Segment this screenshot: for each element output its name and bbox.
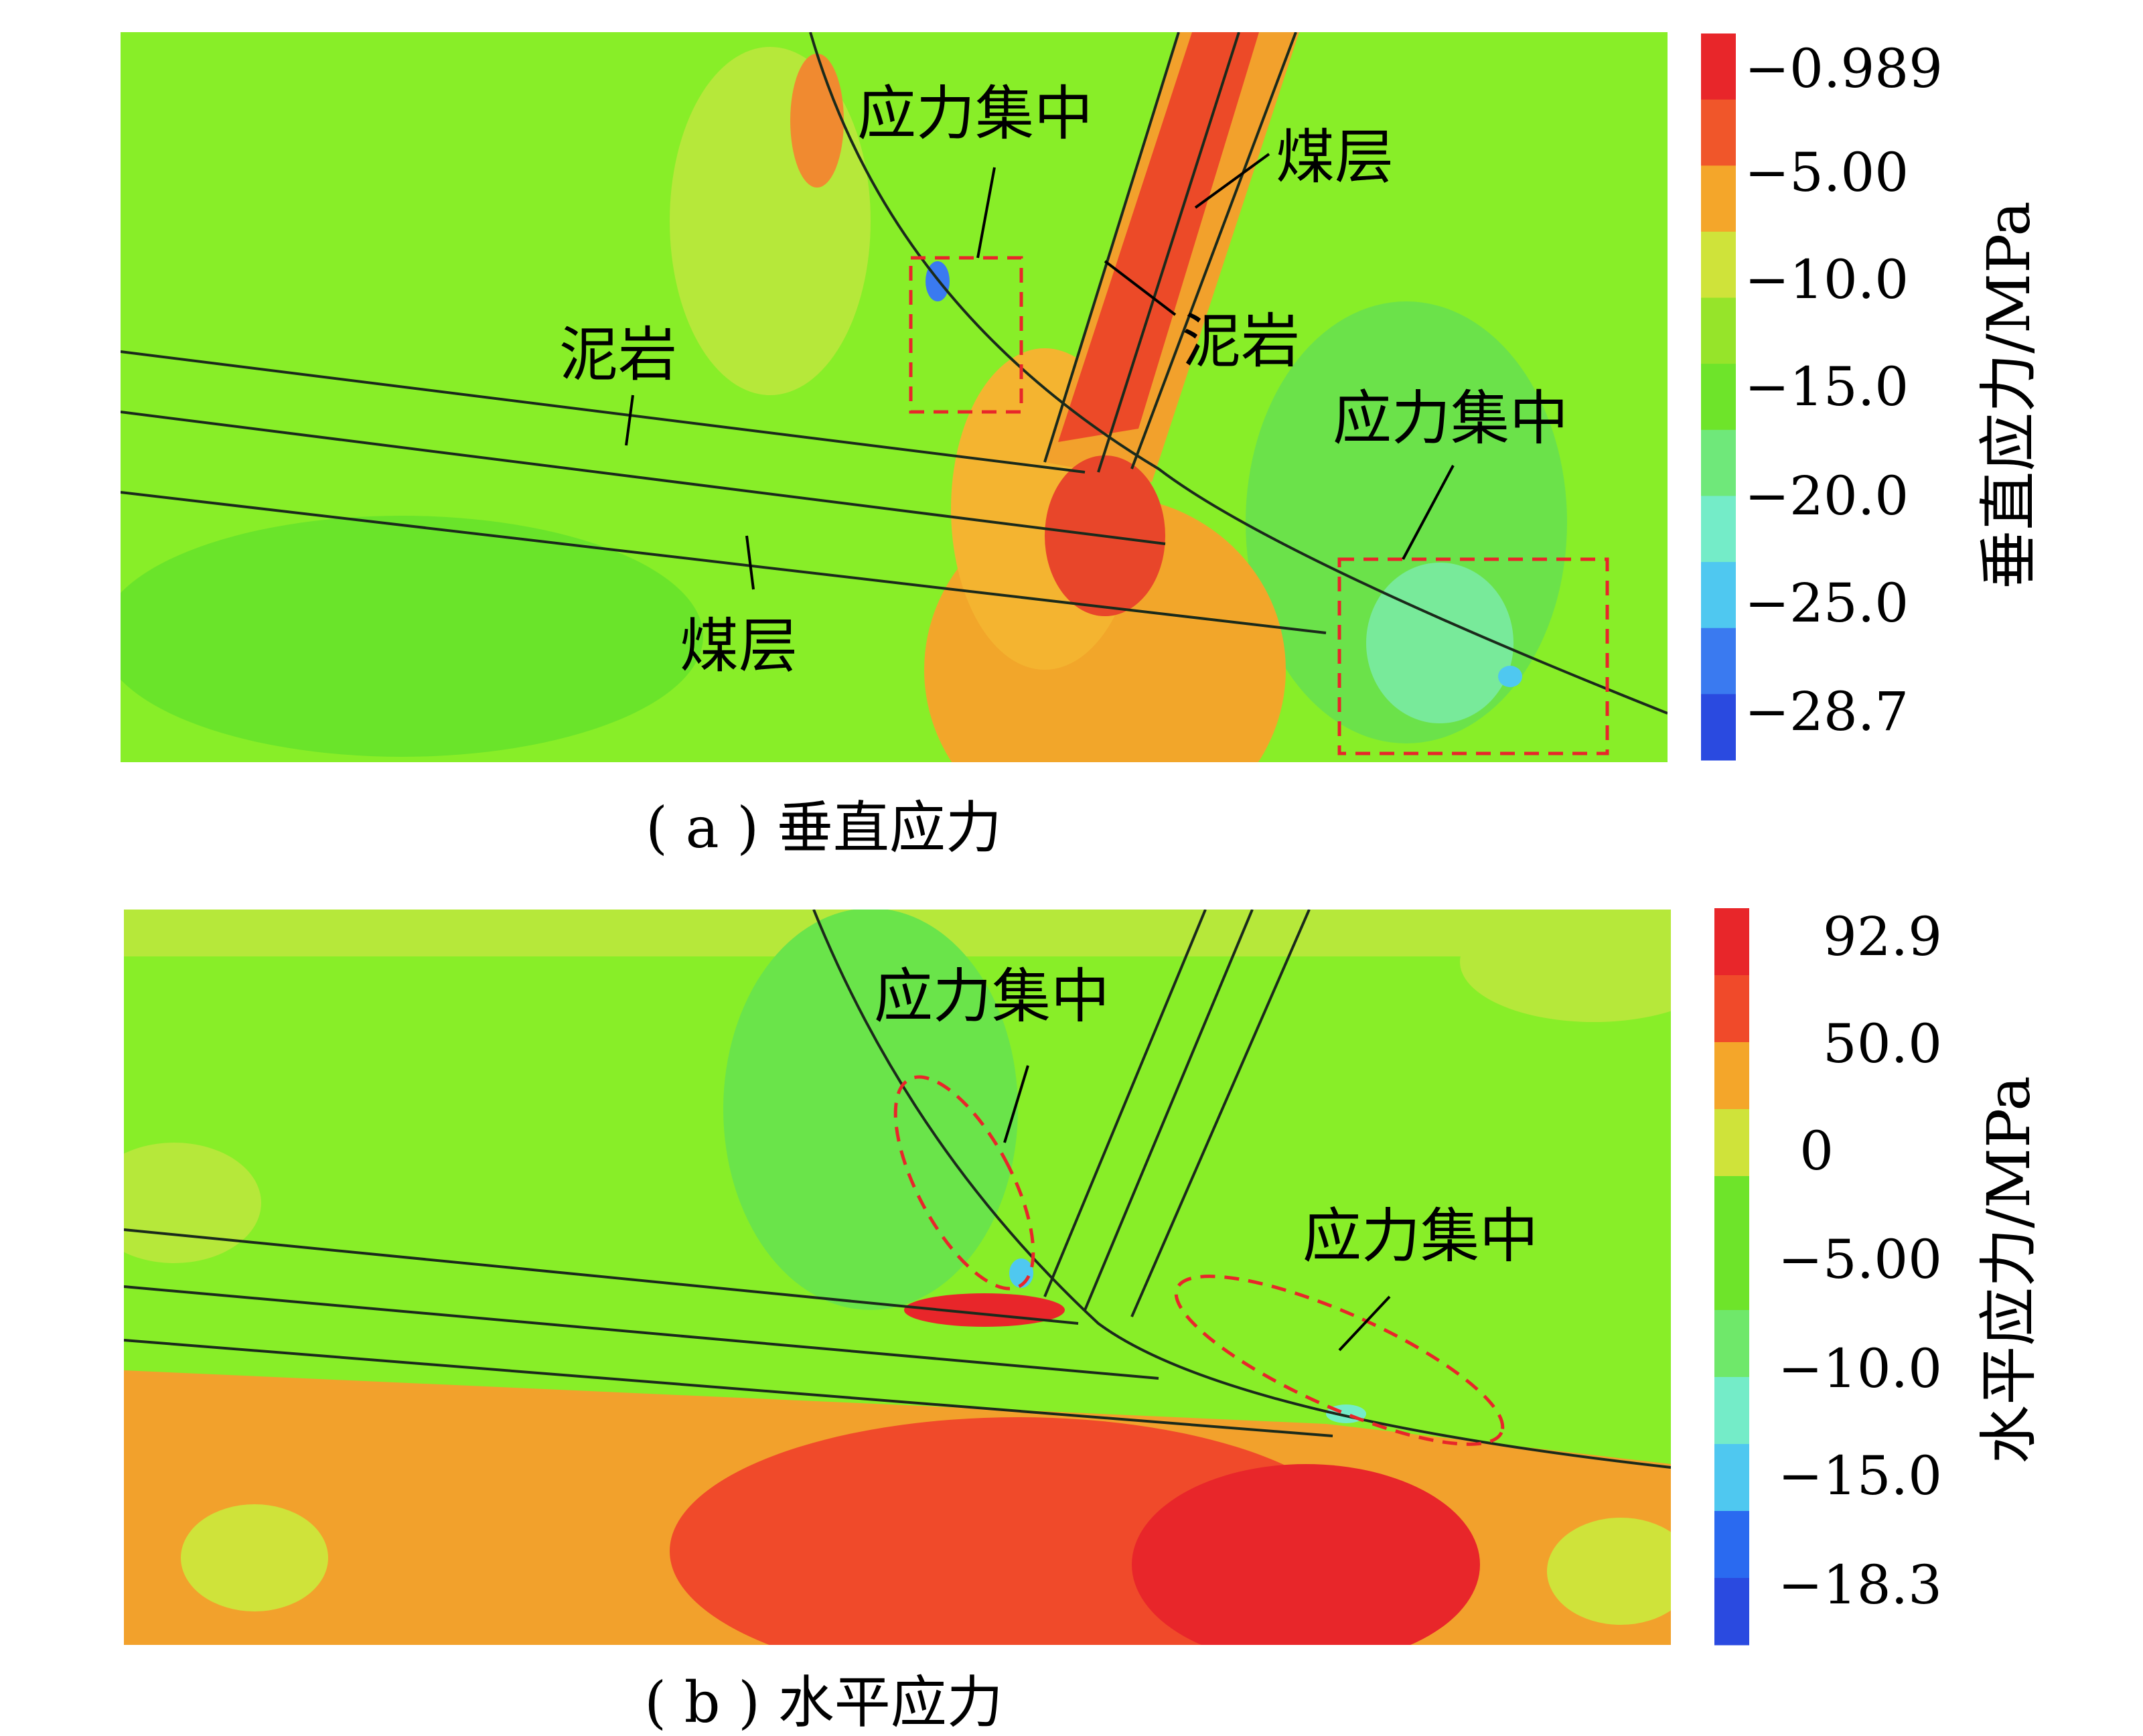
- tick-a-1: −5.00: [1745, 141, 1909, 204]
- label-stress-right: 应力集中: [1333, 384, 1568, 453]
- colorbar-b-stripes: [1714, 908, 1749, 1646]
- colorbar-b-stripe-9: [1714, 1511, 1749, 1579]
- tick-b-1: 50.0: [1823, 1013, 1942, 1075]
- colorbar-a-stripe-7: [1701, 496, 1736, 563]
- colorbar-b-stripe-10: [1714, 1578, 1749, 1646]
- colorbar-a-stripe-9: [1701, 628, 1736, 695]
- tick-a-3: −15.0: [1745, 356, 1909, 418]
- colorbar-a-stripe-8: [1701, 562, 1736, 629]
- colorbar-a-stripe-3: [1701, 231, 1736, 299]
- stress-box-right: [1337, 557, 1609, 755]
- panel-horizontal-stress: 应力集中 应力集中 92.9 50.0 0 −5.00 −10.0 −15.0 …: [0, 868, 2143, 1736]
- colorbar-a-stripe-4: [1701, 297, 1736, 364]
- contour-field-b: [124, 910, 1671, 1645]
- tick-b-0: 92.9: [1823, 906, 1942, 968]
- colorbar-b-stripe-3: [1714, 1109, 1749, 1177]
- colorbar-a-stripe-2: [1701, 165, 1736, 232]
- colorbar-a-stripe-10: [1701, 694, 1736, 761]
- tick-a-5: −25.0: [1745, 572, 1909, 634]
- contour-field-a: [121, 32, 1668, 762]
- tick-a-4: −20.0: [1745, 465, 1909, 527]
- stress-box-top: [909, 256, 1023, 414]
- tick-b-3: −5.00: [1778, 1228, 1942, 1291]
- colorbar-b-stripe-6: [1714, 1310, 1749, 1378]
- tick-a-0: −0.989: [1745, 38, 1943, 100]
- colorbar-b-stripe-4: [1714, 1176, 1749, 1244]
- colorbar-a-stripe-5: [1701, 364, 1736, 431]
- colorbar-a-stripe-1: [1701, 99, 1736, 166]
- label-mudstone-upper: 泥岩: [1182, 307, 1300, 376]
- colorbar-b-title: 水平应力/MPa: [1974, 1076, 2043, 1463]
- colorbar-b-stripe-2: [1714, 1042, 1749, 1110]
- colorbar-b-stripe-0: [1714, 908, 1749, 976]
- colorbar-b-stripe-1: [1714, 975, 1749, 1043]
- stress-ellipse-top: [893, 1075, 1035, 1291]
- panel-vertical-stress: 应力集中 煤层 泥岩 泥岩 煤层 应力集中 −0.989 −5.00 −10.0…: [121, 32, 2043, 861]
- label-b-stress-right: 应力集中: [1303, 1202, 1538, 1271]
- colorbar-b-stripe-8: [1714, 1444, 1749, 1512]
- label-coal-lower: 煤层: [680, 611, 798, 680]
- colorbar-a: −0.989 −5.00 −10.0 −15.0 −20.0 −25.0 −28…: [1701, 33, 2043, 761]
- colorbar-b-stripe-7: [1714, 1377, 1749, 1445]
- colorbar-a-stripe-6: [1701, 429, 1736, 496]
- colorbar-a-title: 垂直应力/MPa: [1974, 201, 2043, 589]
- tick-b-6: −18.3: [1778, 1554, 1942, 1616]
- tick-b-4: −10.0: [1778, 1337, 1942, 1400]
- caption-b: ( b ) 水平应力: [644, 1670, 1003, 1735]
- tick-b-2: 0: [1799, 1120, 1834, 1182]
- caption-a: ( a ) 垂直应力: [646, 795, 1002, 861]
- colorbar-b: 92.9 50.0 0 −5.00 −10.0 −15.0 −18.3 水平应力…: [1714, 906, 2043, 1646]
- tick-a-6: −28.7: [1745, 680, 1909, 743]
- colorbar-b-stripe-5: [1714, 1243, 1749, 1311]
- colorbar-a-stripes: [1701, 33, 1736, 761]
- tick-a-2: −10.0: [1745, 248, 1909, 311]
- colorbar-b-ticks: 92.9 50.0 0 −5.00 −10.0 −15.0 −18.3: [1778, 906, 1942, 1616]
- label-coal-upper: 煤层: [1276, 123, 1394, 192]
- colorbar-a-ticks: −0.989 −5.00 −10.0 −15.0 −20.0 −25.0 −28…: [1745, 38, 1943, 743]
- tick-b-5: −15.0: [1778, 1445, 1942, 1507]
- label-b-stress-top: 应力集中: [874, 962, 1110, 1031]
- colorbar-a-stripe-0: [1701, 33, 1736, 100]
- label-mudstone-left: 泥岩: [559, 320, 677, 389]
- horizontal-stress-contour: 应力集中 应力集中 92.9 50.0 0 −5.00 −10.0 −15.0 …: [124, 906, 2043, 1735]
- label-stress-top: 应力集中: [857, 79, 1093, 148]
- vertical-stress-contour: 应力集中 煤层 泥岩 泥岩 煤层 应力集中 −0.989 −5.00 −10.0…: [121, 32, 2043, 861]
